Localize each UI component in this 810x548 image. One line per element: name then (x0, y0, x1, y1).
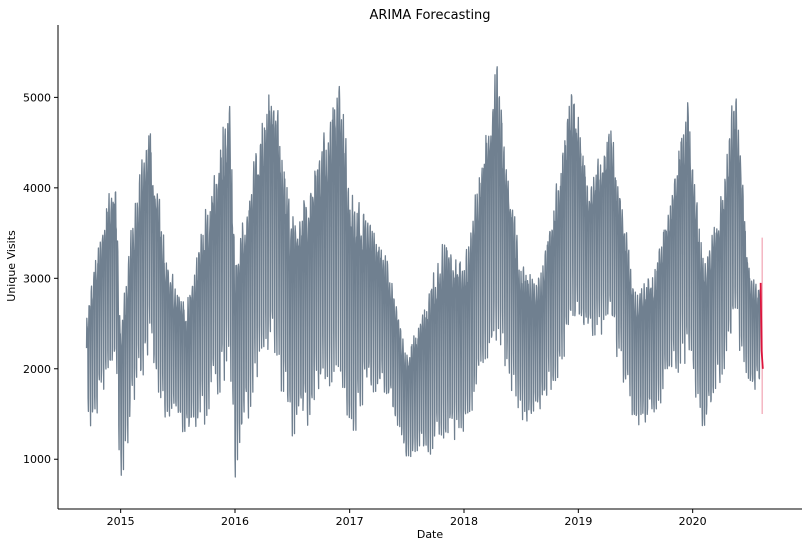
x-tick-label: 2015 (107, 515, 135, 528)
forecast-line (759, 282, 764, 369)
x-tick-label: 2020 (679, 515, 707, 528)
y-axis-label: Unique Visits (5, 230, 18, 302)
y-tick: 2000 (23, 363, 58, 376)
y-tick-label: 1000 (23, 453, 51, 466)
y-tick-label: 5000 (23, 91, 51, 104)
x-tick: 2015 (107, 509, 135, 528)
x-tick: 2018 (450, 509, 478, 528)
y-tick: 4000 (23, 182, 58, 195)
x-tick-label: 2016 (221, 515, 249, 528)
y-tick: 5000 (23, 91, 58, 104)
y-tick-label: 3000 (23, 272, 51, 285)
x-tick: 2017 (336, 509, 364, 528)
chart-title: ARIMA Forecasting (369, 8, 490, 23)
y-tick: 3000 (23, 272, 58, 285)
y-tick: 1000 (23, 453, 58, 466)
forecast-series (759, 282, 764, 369)
axes (57, 25, 802, 510)
x-tick: 2016 (221, 509, 249, 528)
x-ticks: 2015 2016 2017 2018 2019 2020 (107, 509, 707, 528)
x-tick: 2019 (564, 509, 592, 528)
y-tick-label: 4000 (23, 182, 51, 195)
observed-series (85, 66, 762, 478)
x-tick-label: 2017 (336, 515, 364, 528)
y-tick-label: 2000 (23, 363, 51, 376)
x-tick-label: 2019 (564, 515, 592, 528)
observed-line (85, 66, 762, 478)
x-tick-label: 2018 (450, 515, 478, 528)
x-axis-label: Date (417, 528, 444, 541)
x-tick: 2020 (679, 509, 707, 528)
y-ticks: 1000 2000 3000 4000 5000 (23, 91, 58, 466)
title-group: ARIMA Forecasting (369, 8, 490, 23)
